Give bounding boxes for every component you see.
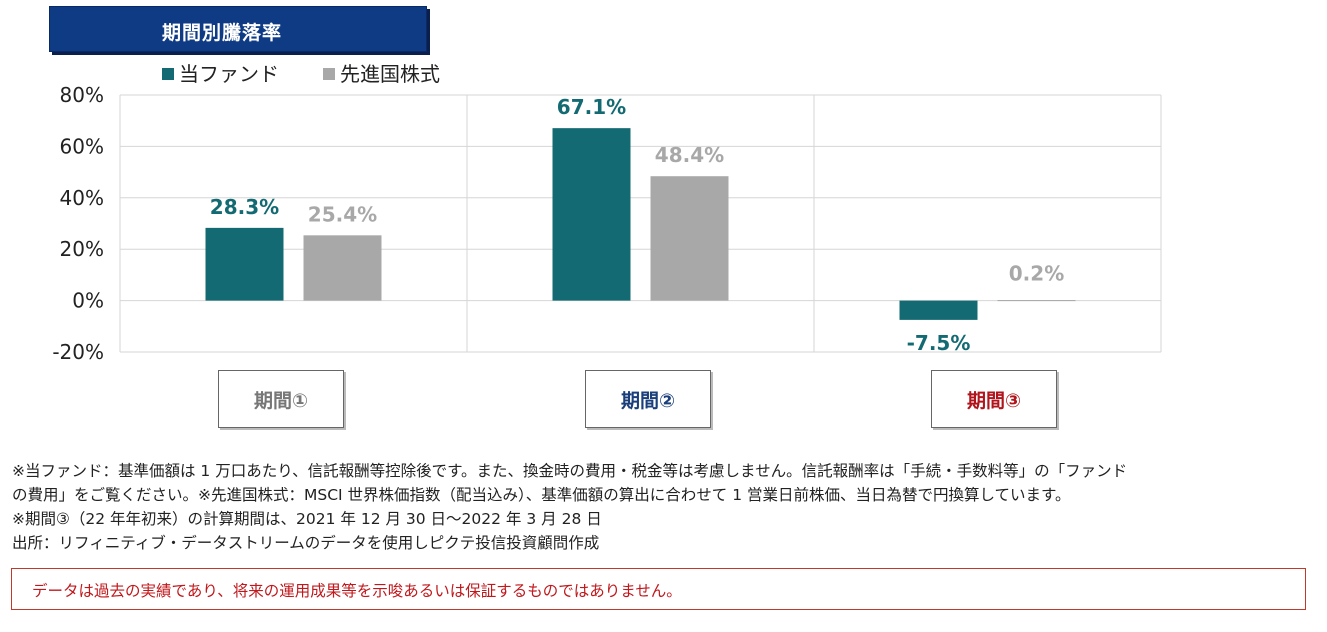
y-tick-label: 40% xyxy=(60,186,104,210)
bar-fund xyxy=(552,128,631,301)
source-note: 出所：リフィニティブ・データストリームのデータを使用しピクテ投信投資顧問作成 xyxy=(12,534,600,552)
data-label: 0.2% xyxy=(1009,262,1064,286)
period-3-box: 期間③ xyxy=(931,370,1057,428)
data-label: 67.1% xyxy=(557,95,626,119)
y-tick-label: 60% xyxy=(60,134,104,158)
chart-title: 期間別騰落率 xyxy=(162,22,283,44)
chart-title-banner: 期間別騰落率 xyxy=(49,6,427,52)
bar-developed-equity xyxy=(303,235,382,301)
y-tick-label: 80% xyxy=(60,83,104,107)
period-3-label: 期間③ xyxy=(966,389,1022,412)
period-2-label: 期間② xyxy=(620,389,676,412)
disclaimer-box: データは過去の実績であり、将来の運用成果等を示唆あるいは保証するものではありませ… xyxy=(11,568,1306,610)
bar-developed-equity xyxy=(650,176,729,301)
legend-swatch xyxy=(162,68,174,80)
data-label: 28.3% xyxy=(210,195,279,219)
legend-swatch xyxy=(323,68,335,80)
bar-developed-equity xyxy=(997,300,1076,302)
note-line-2: の費用」をご覧ください。※先進国株式：MSCI 世界株価指数（配当込み）、基準価… xyxy=(12,486,1071,504)
y-tick-label: 20% xyxy=(60,237,104,261)
legend-label: 当ファンド xyxy=(179,62,279,86)
note-line-1: ※当ファンド：基準価額は 1 万口あたり、信託報酬等控除後です。また、換金時の費… xyxy=(12,462,1128,480)
period-1-label: 期間① xyxy=(253,389,309,412)
bar-fund xyxy=(899,300,978,320)
legend-label: 先進国株式 xyxy=(340,62,440,86)
y-tick-label: -20% xyxy=(52,340,104,364)
bar-chart: -20% 0% 20% 40% 60% 80% 28.3% 25.4% 67.1% 48.4% -7… xyxy=(52,62,1162,364)
data-label: 25.4% xyxy=(308,202,377,226)
bar-fund xyxy=(205,227,284,301)
data-label: 48.4% xyxy=(655,143,724,167)
period-1-box: 期間① xyxy=(218,370,344,428)
note-line-3: ※期間③（22 年年初来）の計算期間は、2021 年 12 月 30 日～202… xyxy=(12,510,602,528)
period-2-box: 期間② xyxy=(585,370,711,428)
y-tick-label: 0% xyxy=(72,289,104,313)
disclaimer-text: データは過去の実績であり、将来の運用成果等を示唆あるいは保証するものではありませ… xyxy=(32,582,682,600)
data-label: -7.5% xyxy=(907,331,971,355)
